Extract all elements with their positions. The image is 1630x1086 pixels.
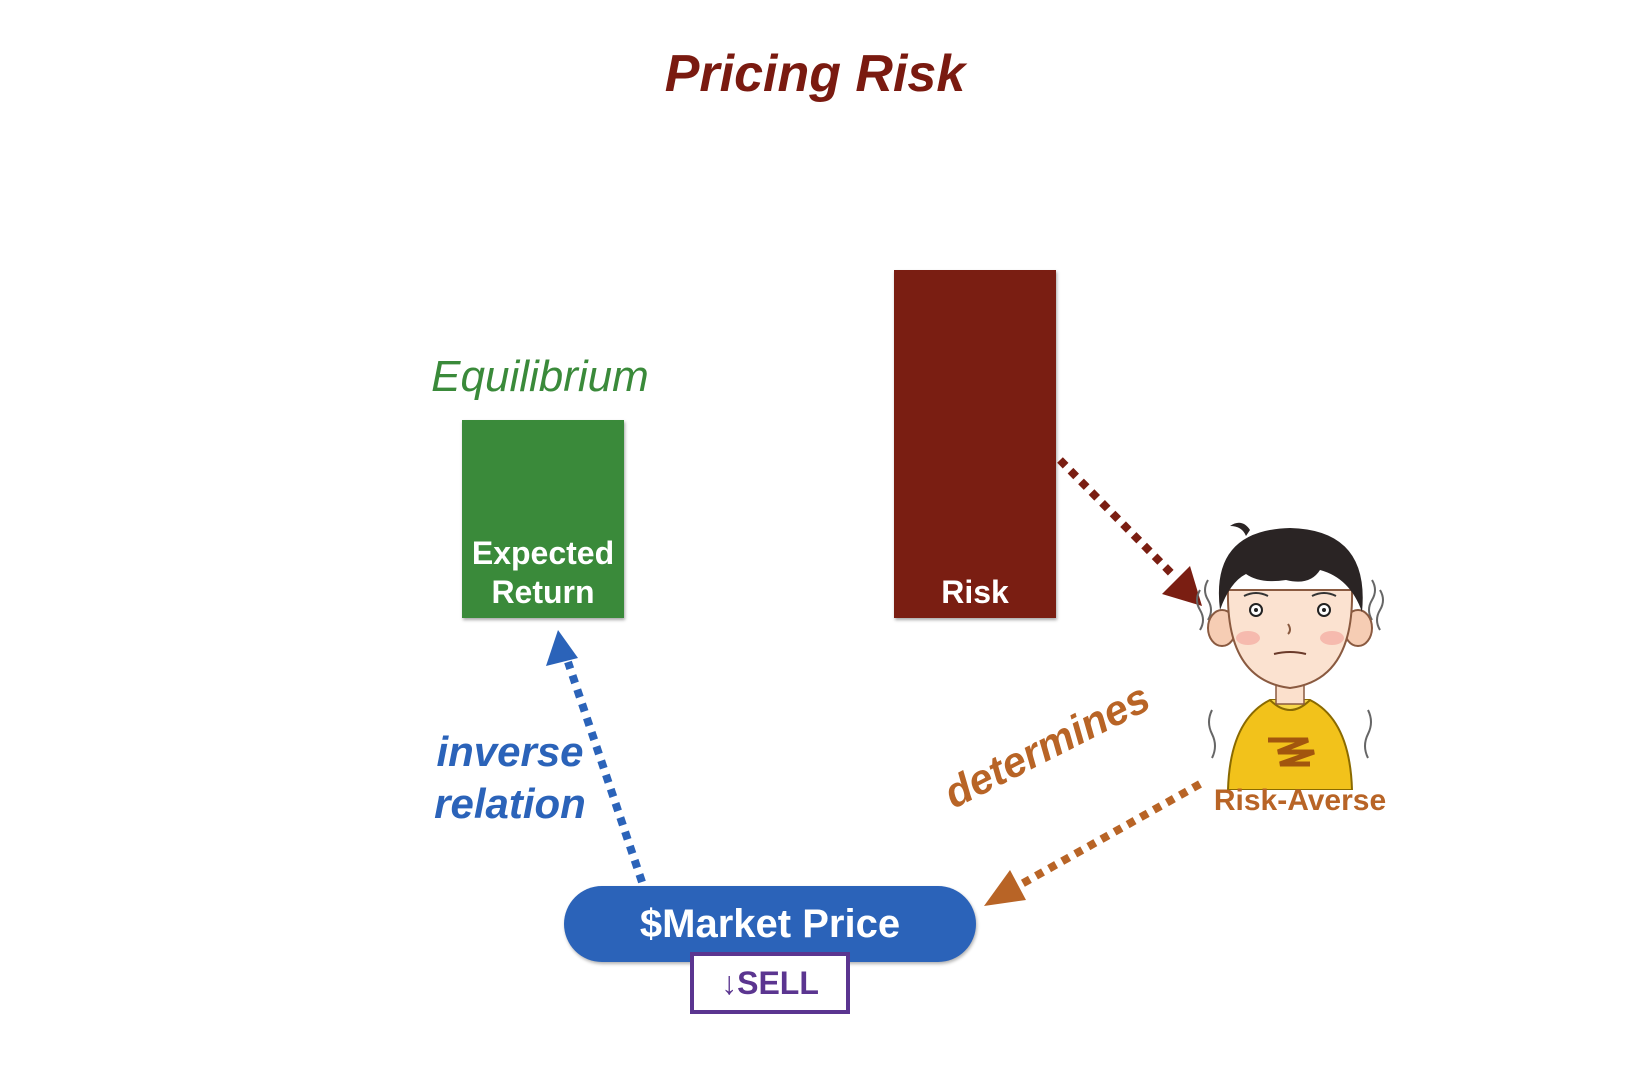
- inverse-relation-line1: inverse: [436, 728, 584, 775]
- inverse-relation-label: inverse relation: [410, 726, 610, 830]
- equilibrium-label: Equilibrium: [431, 352, 649, 401]
- expected-return-line2: Return: [491, 574, 595, 610]
- inverse-relation-line2: relation: [434, 780, 586, 827]
- risk-box-label: Risk: [941, 574, 1009, 610]
- price-to-return-arrow-head: [546, 630, 578, 666]
- risk-averse-label: Risk-Averse: [1213, 784, 1387, 817]
- expected-return-line1: Expected: [471, 535, 615, 571]
- risk-to-person-arrow-line: [1057, 457, 1177, 579]
- risk-box: Risk: [894, 270, 1056, 618]
- risk-to-person-arrow-head: [1162, 566, 1202, 606]
- sell-box: ↓SELL: [690, 952, 850, 1014]
- diagram-title: Pricing Risk: [664, 45, 966, 103]
- expected-return-box: Expected Return: [462, 420, 624, 618]
- person-to-price-arrow-line: [1016, 780, 1202, 890]
- risk-averse-person-icon: [1196, 522, 1384, 790]
- person-to-price-arrow-head: [984, 870, 1026, 906]
- market-price-pill: $Market Price: [564, 886, 976, 962]
